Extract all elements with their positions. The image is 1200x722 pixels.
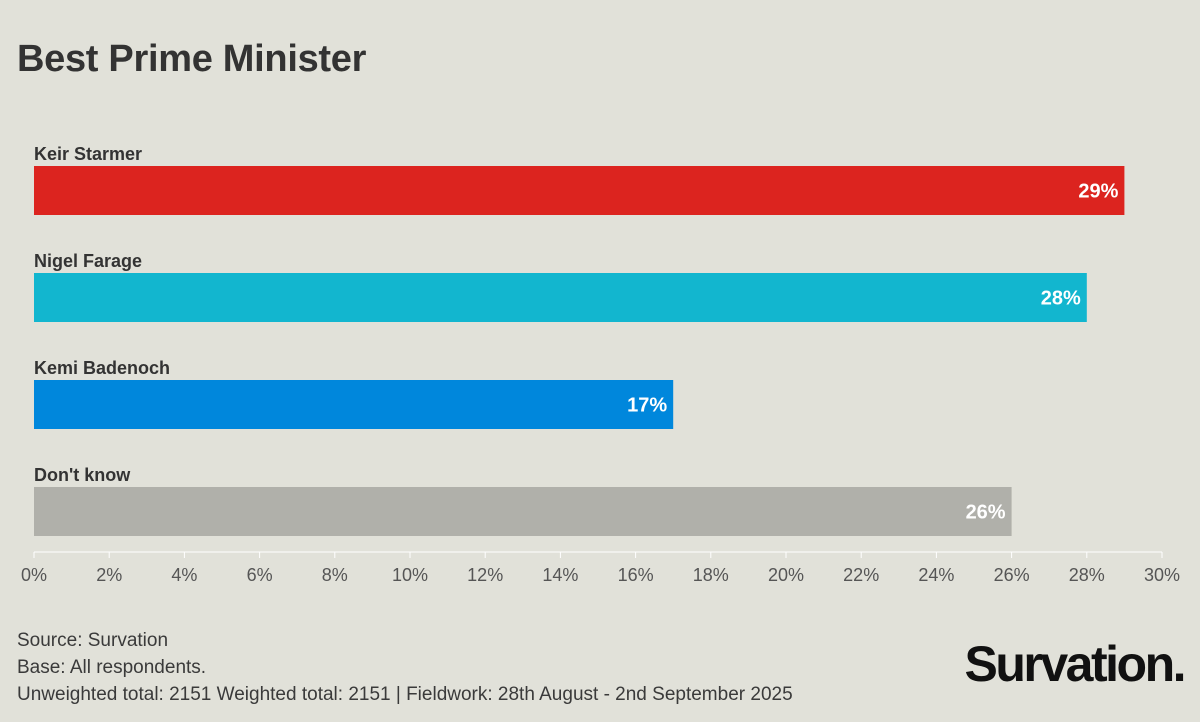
value-label: 17% — [627, 395, 667, 417]
value-label: 26% — [966, 502, 1006, 524]
x-tick-label: 16% — [618, 565, 654, 585]
bar-chart: Keir Starmer 29% Nigel Farage 28% Kemi Baden… — [21, 144, 1180, 585]
x-tick-label: 6% — [247, 565, 273, 585]
x-tick-label: 20% — [768, 565, 804, 585]
x-tick-label: 0% — [21, 565, 47, 585]
survation-logo: Survation. — [964, 636, 1187, 692]
x-tick-label: 26% — [994, 565, 1030, 585]
category-label: Nigel Farage — [34, 251, 142, 271]
value-label: 29% — [1078, 181, 1118, 203]
category-label: Kemi Badenoch — [34, 358, 170, 378]
x-tick-label: 24% — [918, 565, 954, 585]
x-tick-label: 2% — [96, 565, 122, 585]
chart-footer: Source: Survation Base: All respondents.… — [17, 627, 793, 708]
x-tick-label: 12% — [467, 565, 503, 585]
x-tick-label: 22% — [843, 565, 879, 585]
source-note: Source: Survation — [17, 630, 169, 651]
value-label: 28% — [1041, 288, 1081, 310]
x-tick-label: 14% — [542, 565, 578, 585]
x-tick-label: 4% — [171, 565, 197, 585]
chart-title: Best Prime Minister — [17, 38, 367, 80]
x-tick-label: 8% — [322, 565, 348, 585]
x-tick-label: 30% — [1144, 565, 1180, 585]
bar — [34, 273, 1087, 322]
x-tick-label: 18% — [693, 565, 729, 585]
x-tick-label: 28% — [1069, 565, 1105, 585]
totals-note: Unweighted total: 2151 Weighted total: 2… — [17, 684, 793, 705]
bar — [34, 487, 1012, 536]
bar — [34, 166, 1125, 215]
bar — [34, 380, 674, 429]
category-label: Don't know — [34, 465, 131, 485]
category-label: Keir Starmer — [34, 144, 142, 164]
base-note: Base: All respondents. — [17, 657, 207, 678]
x-tick-label: 10% — [392, 565, 428, 585]
